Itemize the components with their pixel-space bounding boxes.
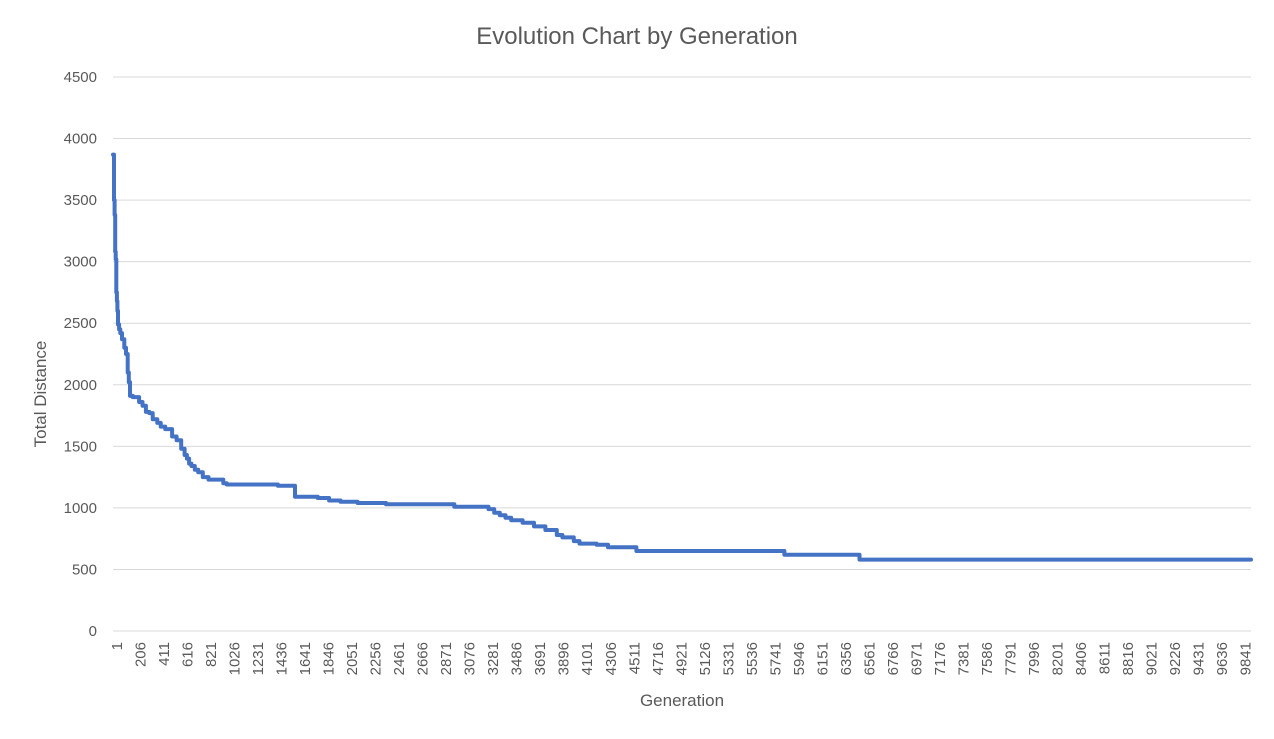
x-tick-label: 9636 — [1214, 642, 1231, 675]
x-tick-label: 7381 — [955, 642, 972, 675]
x-axis-ticks: 1 206 411 616 821 1026 1231 1436 1641 1846 2051 225… — [109, 642, 1255, 675]
y-tick-label: 4000 — [64, 131, 97, 148]
x-tick-label: 2461 — [391, 642, 408, 675]
x-tick-label: 9021 — [1144, 642, 1161, 675]
x-tick-label: 7586 — [979, 642, 996, 675]
x-tick-label: 3691 — [532, 642, 549, 675]
y-tick-label: 2500 — [64, 315, 97, 332]
x-tick-label: 4306 — [603, 642, 620, 675]
x-tick-label: 5126 — [697, 642, 714, 675]
x-tick-label: 5331 — [720, 642, 737, 675]
y-axis-title: Total Distance — [31, 341, 50, 448]
x-tick-label: 6151 — [814, 642, 831, 675]
x-tick-label: 1 — [109, 642, 126, 650]
x-tick-label: 821 — [203, 642, 220, 667]
x-tick-label: 9431 — [1191, 642, 1208, 675]
x-tick-label: 2051 — [344, 642, 361, 675]
x-tick-label: 2666 — [415, 642, 432, 675]
x-tick-label: 8201 — [1049, 642, 1066, 675]
y-tick-label: 0 — [89, 623, 97, 640]
x-tick-label: 6766 — [885, 642, 902, 675]
x-tick-label: 7791 — [1002, 642, 1019, 675]
x-tick-label: 2256 — [368, 642, 385, 675]
x-tick-label: 6561 — [861, 642, 878, 675]
x-tick-label: 5946 — [791, 642, 808, 675]
x-tick-label: 1026 — [227, 642, 244, 675]
x-tick-label: 5741 — [767, 642, 784, 675]
x-tick-label: 3076 — [462, 642, 479, 675]
chart-title: Evolution Chart by Generation — [476, 23, 798, 50]
x-tick-label: 1436 — [274, 642, 291, 675]
x-tick-label: 4511 — [626, 642, 643, 674]
x-tick-label: 9226 — [1167, 642, 1184, 675]
x-tick-label: 3896 — [556, 642, 573, 675]
x-tick-label: 7996 — [1026, 642, 1043, 675]
x-tick-label: 6971 — [908, 642, 925, 675]
y-axis-ticks: 0 500 1000 1500 2000 2500 3000 3500 4000 4500 — [64, 69, 97, 640]
x-tick-label: 7176 — [932, 642, 949, 675]
x-tick-label: 2871 — [438, 642, 455, 675]
x-tick-label: 5536 — [744, 642, 761, 675]
x-tick-label: 411 — [156, 642, 173, 666]
x-axis-title: Generation — [640, 691, 724, 710]
series-line-total-distance — [111, 152, 1253, 562]
x-tick-label: 6356 — [838, 642, 855, 675]
y-tick-label: 1500 — [64, 438, 97, 455]
y-tick-label: 4500 — [64, 69, 97, 86]
x-tick-label: 1846 — [321, 642, 338, 675]
y-tick-label: 3000 — [64, 254, 97, 271]
y-tick-label: 500 — [72, 561, 97, 578]
x-tick-label: 206 — [133, 642, 150, 667]
x-tick-label: 8611 — [1097, 642, 1114, 674]
x-tick-label: 8406 — [1073, 642, 1090, 675]
y-tick-label: 1000 — [64, 500, 97, 517]
x-tick-label: 1231 — [250, 642, 267, 675]
x-tick-label: 4716 — [650, 642, 667, 675]
y-tick-label: 2000 — [64, 377, 97, 394]
x-tick-label: 4921 — [673, 642, 690, 675]
x-tick-label: 9841 — [1238, 642, 1255, 675]
x-tick-label: 3281 — [485, 642, 502, 675]
x-tick-label: 3486 — [509, 642, 526, 675]
y-tick-label: 3500 — [64, 192, 97, 209]
x-tick-label: 616 — [180, 642, 197, 667]
gridlines — [113, 76, 1251, 570]
x-tick-label: 4101 — [579, 642, 596, 675]
x-tick-label: 1641 — [297, 642, 314, 675]
x-tick-label: 8816 — [1120, 642, 1137, 675]
